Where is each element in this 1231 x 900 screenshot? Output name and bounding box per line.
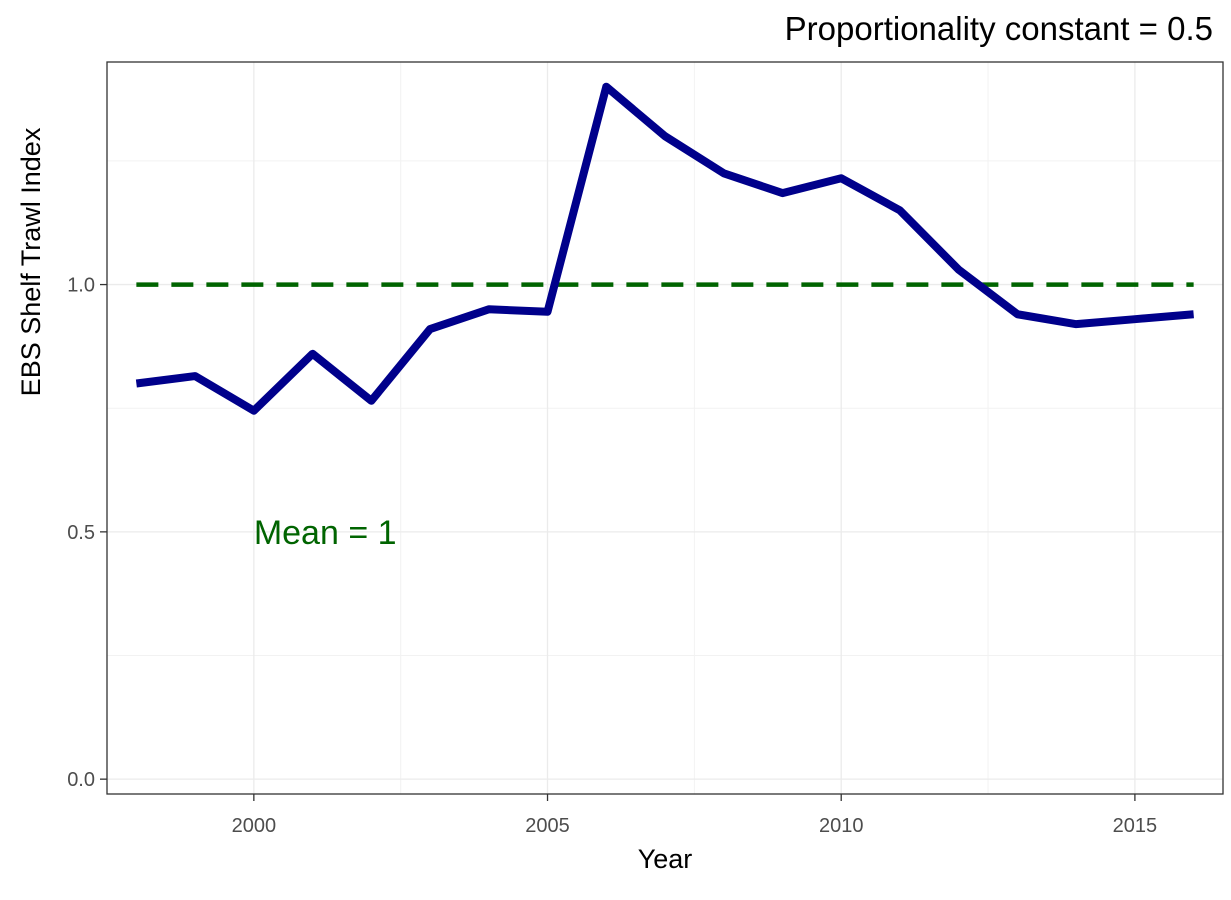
x-tick-label: 2015 xyxy=(1113,815,1158,837)
series-line xyxy=(135,82,1194,415)
y-tick-label: 1.0 xyxy=(67,275,95,297)
x-axis-title: Year xyxy=(638,844,693,874)
x-tick-label: 2000 xyxy=(232,815,277,837)
x-tick-label: 2010 xyxy=(819,815,864,837)
y-tick-label: 0.5 xyxy=(67,522,95,544)
chart-title: Proportionality constant = 0.5 xyxy=(785,10,1213,47)
ticks-layer: 2000 2005 2010 2015 0.0 0.5 1.0 xyxy=(67,275,1157,837)
y-tick-label: 0.0 xyxy=(67,769,95,791)
mean-annotation: Mean = 1 xyxy=(254,514,397,552)
plot-panel-border xyxy=(106,61,1224,795)
x-tick-label: 2005 xyxy=(525,815,570,837)
y-axis-title: EBS Shelf Trawl Index xyxy=(16,127,46,396)
series-layer xyxy=(135,82,1194,415)
